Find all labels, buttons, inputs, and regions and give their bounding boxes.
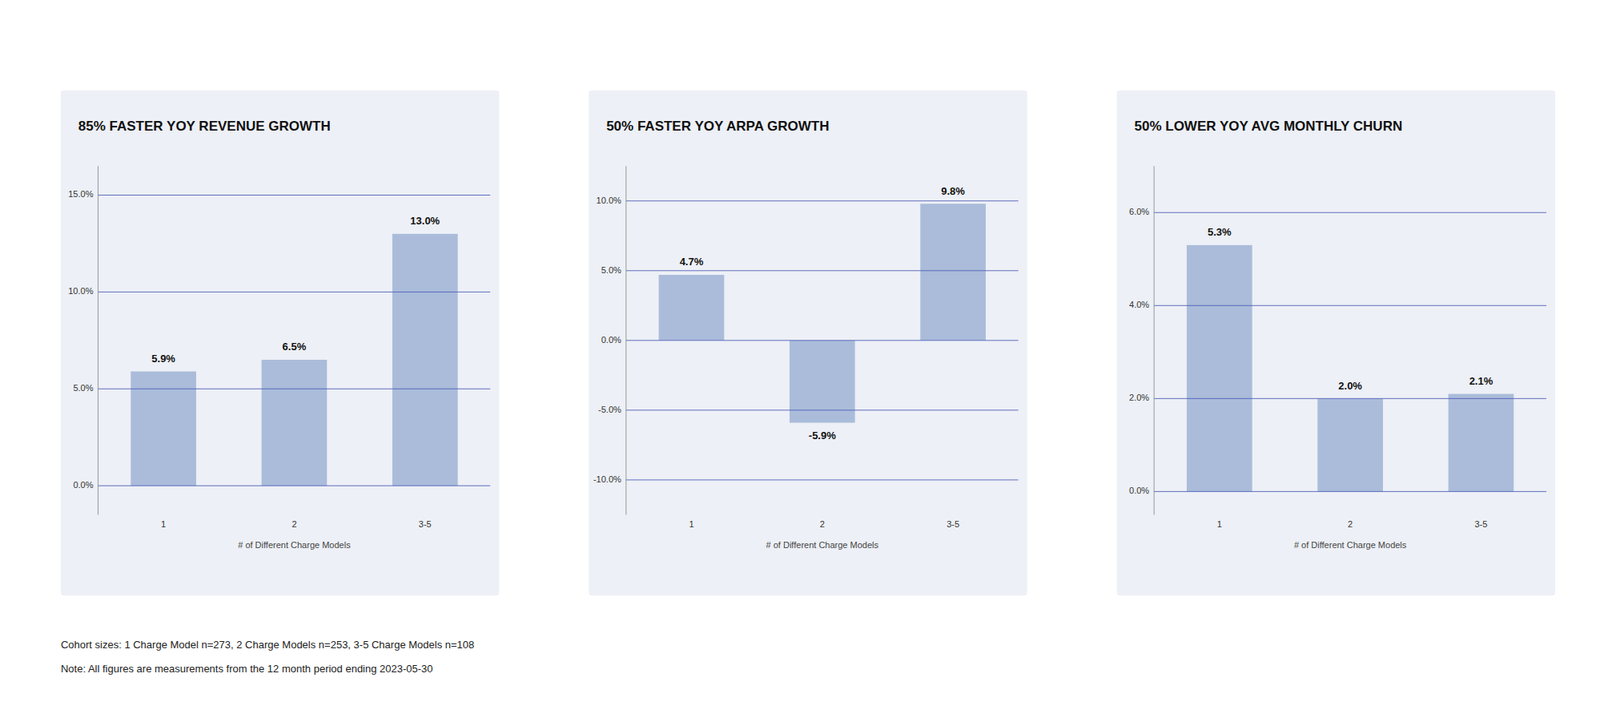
chart-panel: 50% LOWER YOY AVG MONTHLY CHURN 0.0% 2.0% 4… [1117, 90, 1556, 596]
x-tick-label: 3-5 [1474, 518, 1488, 529]
chart-title: 85% FASTER YOY REVENUE GROWTH [78, 118, 331, 134]
chart-panel: 85% FASTER YOY REVENUE GROWTH 0.0% 5.0% 10.… [60, 90, 499, 596]
chart-title: 50% FASTER YOY ARPA GROWTH [606, 118, 829, 134]
y-tick-label: 2.0% [1129, 392, 1150, 403]
data-label: -5.9% [808, 429, 837, 442]
y-tick-label: 0.0% [1129, 485, 1150, 495]
grid-line [1153, 397, 1547, 399]
plot-area [97, 194, 491, 486]
panel-background [1117, 90, 1556, 596]
data-label: 4.7% [679, 255, 704, 268]
y-tick-label: -5.0% [598, 404, 622, 415]
y-tick-label: 6.0% [1129, 206, 1150, 217]
chart-panel: 50% FASTER YOY ARPA GROWTH -10.0% -5.0% 0.0… [588, 90, 1027, 596]
plot-area [626, 201, 1019, 480]
panel-background [588, 90, 1027, 596]
grid-line [97, 485, 491, 487]
data-label: 9.8% [940, 184, 965, 197]
grid-line [626, 478, 1019, 480]
x-tick-label: 1 [160, 518, 166, 529]
grid-line [97, 194, 491, 196]
y-tick-label: 4.0% [1129, 299, 1150, 310]
figure: 85% FASTER YOY REVENUE GROWTH0.0%5.0%10.… [0, 0, 1600, 722]
data-label: 5.3% [1207, 225, 1232, 238]
y-tick-label: -10.0% [593, 474, 622, 484]
grid-line [97, 388, 491, 390]
x-axis-label: # of Different Charge Models [1294, 539, 1408, 550]
bar [392, 233, 459, 486]
bar [1317, 397, 1383, 491]
grid-line [626, 200, 1019, 202]
y-tick-label: 0.0% [601, 334, 622, 345]
grid-line [626, 339, 1019, 341]
bar [1448, 393, 1515, 492]
x-tick-label: 1 [688, 518, 694, 529]
data-label: 5.9% [151, 352, 176, 365]
grid-line [626, 269, 1019, 271]
y-tick-label: 5.0% [72, 382, 93, 393]
bar [659, 274, 725, 341]
grid-line [626, 409, 1019, 411]
y-axis-line [1153, 165, 1155, 515]
grid-line [1153, 490, 1547, 492]
data-label: 2.1% [1469, 374, 1494, 387]
x-axis-label: # of Different Charge Models [237, 539, 351, 550]
y-axis-line [97, 165, 99, 515]
grid-line [97, 291, 491, 293]
y-tick-label: 15.0% [68, 188, 93, 199]
bar [1186, 245, 1253, 492]
x-tick-label: 3-5 [418, 518, 432, 529]
bar [261, 359, 328, 486]
note: Cohort sizes: 1 Charge Model n=273, 2 Ch… [60, 638, 475, 651]
y-tick-label: 5.0% [601, 265, 622, 275]
chart-title: 50% LOWER YOY AVG MONTHLY CHURN [1134, 118, 1404, 134]
data-label: 6.5% [282, 340, 307, 353]
grid-line [1153, 212, 1547, 214]
x-tick-label: 3-5 [946, 518, 960, 529]
x-axis-label: # of Different Charge Models [766, 539, 880, 550]
x-tick-label: 2 [820, 518, 825, 529]
y-tick-label: 10.0% [68, 285, 93, 296]
x-tick-label: 2 [1347, 518, 1353, 529]
note: Note: All figures are measurements from … [60, 662, 434, 675]
grid-line [1153, 305, 1547, 306]
plot-area [1153, 212, 1547, 491]
data-label: 13.0% [410, 214, 440, 227]
x-tick-label: 2 [291, 518, 297, 529]
panel-background [60, 90, 499, 596]
bar [920, 203, 986, 341]
y-tick-label: 0.0% [72, 479, 93, 490]
x-tick-label: 1 [1217, 518, 1223, 529]
data-label: 2.0% [1338, 379, 1363, 392]
y-tick-label: 10.0% [596, 195, 622, 206]
